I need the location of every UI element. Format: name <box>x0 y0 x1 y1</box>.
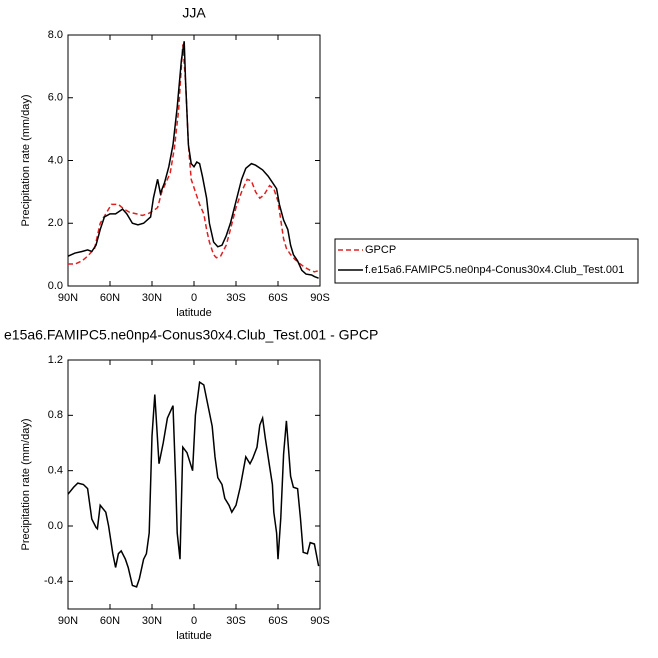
plot-frame <box>67 34 321 287</box>
y-tick-label: 0.0 <box>48 520 63 532</box>
series-line <box>68 44 321 273</box>
x-tick-label: 30N <box>142 615 162 627</box>
y-tick-label: 2.0 <box>48 217 63 229</box>
x-tick-label: 60S <box>268 292 288 304</box>
y-tick-label: -0.4 <box>44 575 63 587</box>
x-tick-label: 0 <box>191 292 197 304</box>
y-tick-label: 0.0 <box>48 280 63 292</box>
x-tick-label: 60S <box>268 615 288 627</box>
legend-box <box>334 238 639 284</box>
x-tick-label: 60N <box>100 292 120 304</box>
x-tick-label: 90N <box>58 292 78 304</box>
x-axis-label: latitude <box>176 307 211 319</box>
legend-label: GPCP <box>365 244 396 256</box>
y-tick-label: 1.2 <box>48 354 63 366</box>
x-tick-label: 30S <box>226 615 246 627</box>
y-tick-label: 8.0 <box>48 29 63 41</box>
y-tick-label: 0.4 <box>48 465 63 477</box>
x-tick-label: 90S <box>310 615 330 627</box>
x-tick-label: 30S <box>226 292 246 304</box>
y-tick-label: 4.0 <box>48 154 63 166</box>
legend-label: f.e15a6.FAMIPC5.ne0np4-Conus30x4.Club_Te… <box>365 264 624 276</box>
x-axis-label: latitude <box>176 630 211 642</box>
y-axis-label: Precipitation rate (mm/day) <box>20 418 32 550</box>
x-tick-label: 30N <box>142 292 162 304</box>
x-tick-label: 0 <box>191 615 197 627</box>
y-axis-label: Precipitation rate (mm/day) <box>20 94 32 226</box>
x-tick-label: 90S <box>310 292 330 304</box>
data-line <box>67 380 320 588</box>
x-tick-label: 90N <box>58 615 78 627</box>
y-tick-label: 6.0 <box>48 92 63 104</box>
chart-title: e15a6.FAMIPC5.ne0np4-Conus30x4.Club_Test… <box>4 327 378 343</box>
chart-title: JJA <box>182 5 206 21</box>
y-tick-label: 0.8 <box>48 409 63 421</box>
x-tick-label: 60N <box>100 615 120 627</box>
series-line <box>67 41 319 279</box>
